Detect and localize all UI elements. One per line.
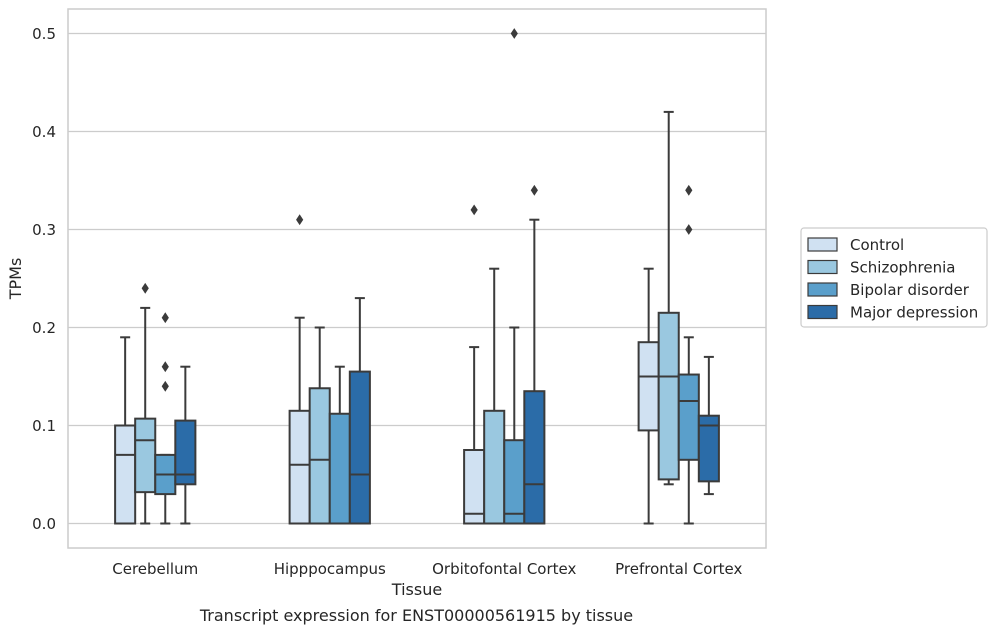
box-plot-chart: 0.0 0.1 0.2 0.3 0.4 0.5 Cerebellum Hipppocampus… [6,8,988,599]
outlier-point [510,28,518,39]
y-tick-label: 0.3 [32,221,56,239]
outlier-point [470,204,478,216]
box [174,419,197,486]
box [503,439,526,525]
y-tick-label: 0.4 [32,123,56,141]
box [483,409,506,525]
box [308,387,331,525]
outlier-point [161,361,169,373]
x-axis-label: Tissue [391,580,442,599]
x-tick-label: Hipppocampus [274,560,386,578]
y-axis-label: TPMs [6,258,25,301]
box [463,449,486,525]
outlier-point [296,214,304,226]
legend-swatch [807,237,838,252]
box [114,424,137,525]
legend-box [800,227,988,328]
outlier-point [161,312,169,324]
x-tick-label: Prefrontal Cortex [615,560,742,578]
legend-label: Major depression [850,304,978,322]
outlier-point [530,184,538,196]
y-tick-label: 0.2 [32,319,56,337]
box [288,409,311,525]
legend-label: Schizophrenia [850,259,955,277]
outlier-point [141,282,149,294]
box [348,370,371,525]
plot-frame [67,8,767,549]
x-tick-label: Orbitofontal Cortex [432,560,576,578]
box [657,311,680,481]
box [697,414,720,483]
legend-swatch [807,259,838,275]
box [523,390,546,525]
y-tick-label: 0.0 [32,515,56,533]
x-tick-label: Cerebellum [112,560,198,578]
chart-caption: Transcript expression for ENST0000056191… [199,606,634,625]
box [328,412,351,525]
outlier-point [161,380,169,392]
box [637,341,660,432]
box [677,373,700,461]
outlier-point [685,224,693,235]
y-tick-label: 0.1 [32,417,56,435]
box [134,417,157,494]
legend-label: Control [850,236,904,254]
y-tick-label: 0.5 [32,25,56,43]
legend-swatch [807,282,838,297]
outlier-point [685,184,693,196]
legend-swatch [807,304,838,320]
legend-label: Bipolar disorder [850,281,970,299]
